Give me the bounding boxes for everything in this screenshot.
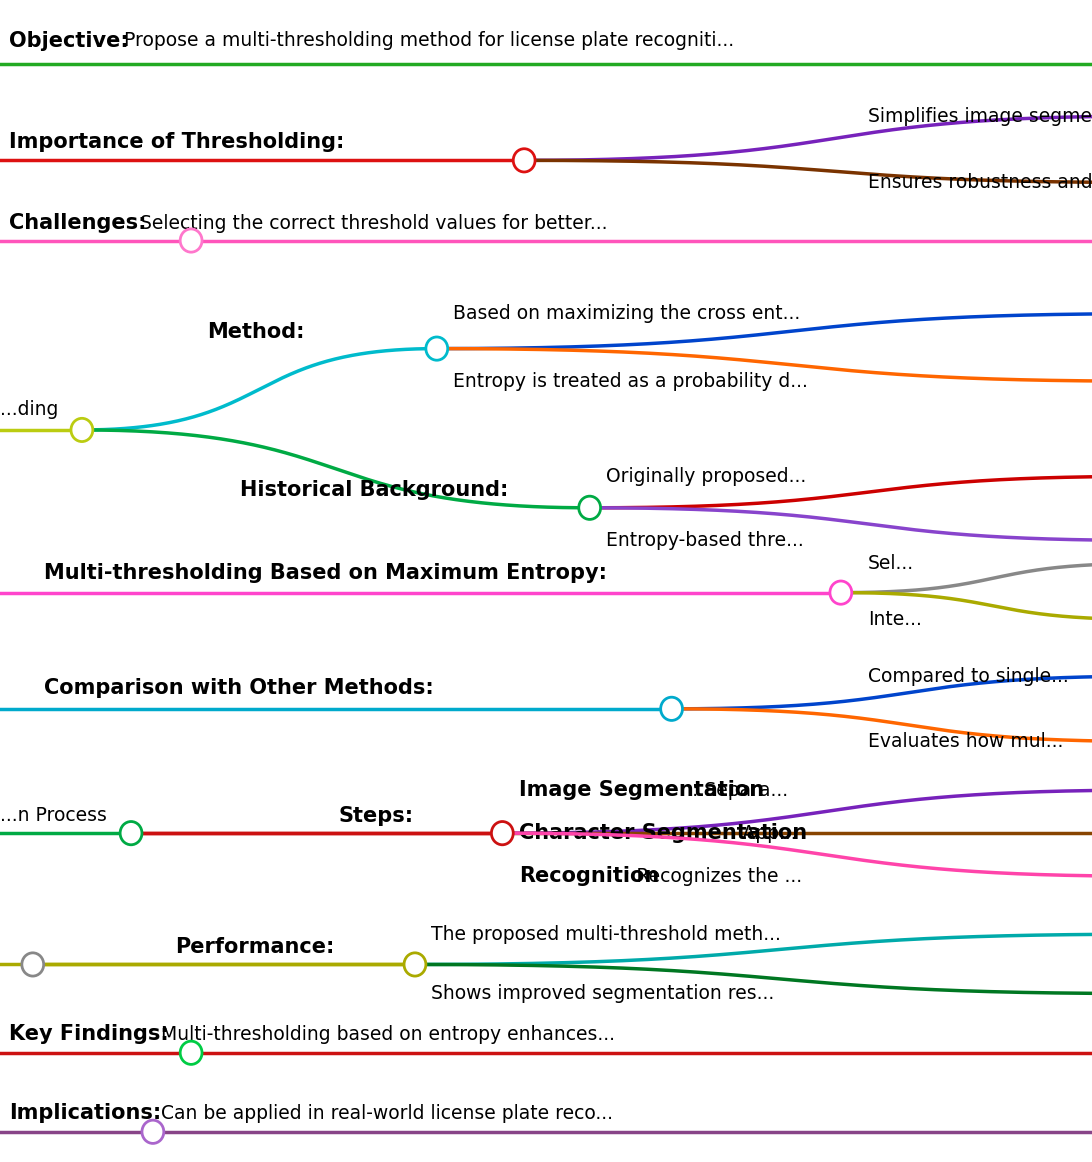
- Text: Steps:: Steps:: [339, 805, 414, 826]
- Circle shape: [830, 581, 852, 604]
- Text: Character Segmentation: Character Segmentation: [519, 823, 807, 844]
- Circle shape: [180, 1041, 202, 1064]
- Text: Propose a multi-thresholding method for license plate recogniti...: Propose a multi-thresholding method for …: [118, 31, 734, 50]
- Text: : Recognizes the ...: : Recognizes the ...: [625, 867, 803, 885]
- Circle shape: [426, 337, 448, 360]
- Text: Entropy-based thre...: Entropy-based thre...: [606, 531, 804, 550]
- Text: Historical Background:: Historical Background:: [240, 480, 509, 501]
- Text: Originally proposed...: Originally proposed...: [606, 467, 806, 486]
- Circle shape: [404, 953, 426, 976]
- Text: Challenges:: Challenges:: [9, 213, 146, 234]
- Text: Importance of Thresholding:: Importance of Thresholding:: [9, 131, 344, 152]
- Text: Can be applied in real-world license plate reco...: Can be applied in real-world license pla…: [149, 1104, 613, 1122]
- Text: Shows improved segmentation res...: Shows improved segmentation res...: [431, 984, 774, 1003]
- Circle shape: [180, 229, 202, 252]
- Text: Multi-thresholding based on entropy enhances...: Multi-thresholding based on entropy enha…: [149, 1025, 615, 1043]
- Text: Comparison with Other Methods:: Comparison with Other Methods:: [44, 677, 434, 698]
- Text: Method:: Method:: [207, 322, 305, 343]
- Text: Recognition: Recognition: [519, 866, 658, 887]
- Text: Ensures robustness and accu...: Ensures robustness and accu...: [868, 173, 1092, 192]
- Circle shape: [579, 496, 601, 519]
- Text: Multi-thresholding Based on Maximum Entropy:: Multi-thresholding Based on Maximum Entr…: [44, 562, 607, 583]
- Text: Based on maximizing the cross ent...: Based on maximizing the cross ent...: [453, 304, 800, 323]
- Text: Inte...: Inte...: [868, 610, 922, 629]
- Text: Selecting the correct threshold values for better...: Selecting the correct threshold values f…: [129, 214, 608, 232]
- Text: Objective:: Objective:: [9, 30, 129, 51]
- Text: Evaluates how mul...: Evaluates how mul...: [868, 732, 1064, 751]
- Circle shape: [142, 1120, 164, 1143]
- Text: ...n Process: ...n Process: [0, 806, 107, 825]
- Text: Compared to single...: Compared to single...: [868, 667, 1069, 686]
- Circle shape: [120, 822, 142, 845]
- Circle shape: [491, 822, 513, 845]
- Circle shape: [513, 149, 535, 172]
- Text: Performance:: Performance:: [175, 937, 334, 957]
- Text: Entropy is treated as a probability d...: Entropy is treated as a probability d...: [453, 372, 808, 390]
- Text: : App...: : App...: [731, 824, 797, 842]
- Circle shape: [71, 418, 93, 442]
- Text: Sel...: Sel...: [868, 554, 914, 573]
- Text: The proposed multi-threshold meth...: The proposed multi-threshold meth...: [431, 925, 781, 944]
- Text: Image Segmentation: Image Segmentation: [519, 780, 763, 801]
- Circle shape: [22, 953, 44, 976]
- Text: ...ding: ...ding: [0, 400, 58, 418]
- Text: Implications:: Implications:: [9, 1103, 161, 1124]
- Text: Key Findings:: Key Findings:: [9, 1024, 168, 1045]
- Circle shape: [661, 697, 682, 720]
- Text: : Separa...: : Separa...: [691, 781, 787, 799]
- Text: Simplifies image segmentation...: Simplifies image segmentation...: [868, 107, 1092, 125]
